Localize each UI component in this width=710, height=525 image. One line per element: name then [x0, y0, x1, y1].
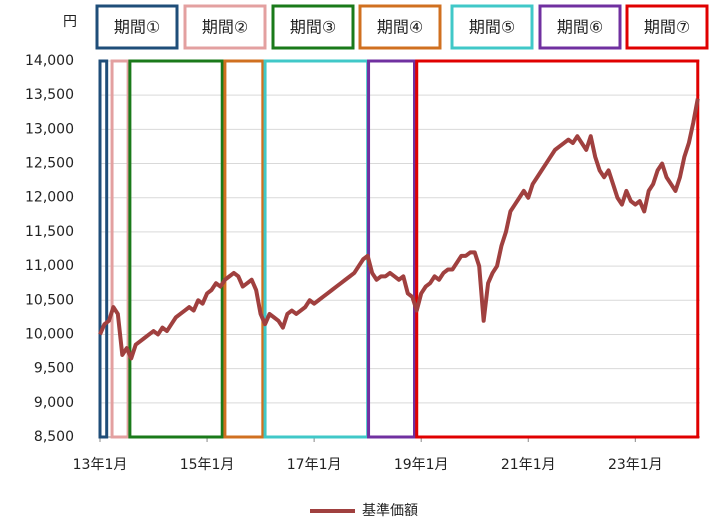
period-box	[128, 59, 224, 439]
y-tick-label: 14,000	[25, 53, 74, 69]
x-tick-label: 17年1月	[287, 457, 342, 473]
period-box	[223, 59, 265, 439]
period-box	[263, 59, 370, 439]
y-tick-label: 9,000	[34, 395, 74, 411]
y-tick-label: 11,500	[25, 224, 74, 240]
y-unit: 円	[63, 14, 77, 30]
period-box	[110, 59, 130, 439]
series-line	[98, 98, 700, 361]
period-label: 期間⑤	[469, 18, 515, 37]
legend-label: 基準価額	[362, 502, 418, 519]
period-box	[98, 59, 109, 439]
y-tick-label: 10,500	[25, 292, 74, 308]
x-tick-label: 21年1月	[501, 457, 556, 473]
period-label-box	[271, 4, 355, 50]
period-label-box	[183, 4, 267, 50]
x-tick-label: 19年1月	[394, 457, 449, 473]
x-tick-label: 13年1月	[73, 457, 128, 473]
period-label: 期間①	[114, 18, 160, 37]
x-tick-label: 23年1月	[608, 457, 663, 473]
period-label: 期間③	[290, 18, 336, 37]
period-label: 期間⑦	[644, 18, 690, 37]
y-tick-label: 8,500	[34, 429, 74, 445]
y-tick-label: 13,500	[25, 87, 74, 103]
period-label-box	[358, 4, 442, 50]
period-label-box	[538, 4, 622, 50]
y-tick-label: 11,000	[25, 258, 74, 274]
period-box	[367, 59, 416, 439]
y-tick-label: 9,500	[34, 361, 74, 377]
y-tick-label: 12,000	[25, 190, 74, 206]
y-tick-label: 12,500	[25, 156, 74, 172]
period-label: 期間⑥	[557, 18, 603, 37]
period-label: 期間②	[202, 18, 248, 37]
x-tick-label: 15年1月	[180, 457, 235, 473]
period-label-box	[625, 4, 709, 50]
period-label-box	[95, 4, 179, 50]
period-label: 期間④	[377, 18, 423, 37]
period-label-box	[450, 4, 534, 50]
y-tick-label: 10,000	[25, 326, 74, 342]
y-tick-label: 13,000	[25, 121, 74, 137]
period-box	[415, 59, 700, 439]
